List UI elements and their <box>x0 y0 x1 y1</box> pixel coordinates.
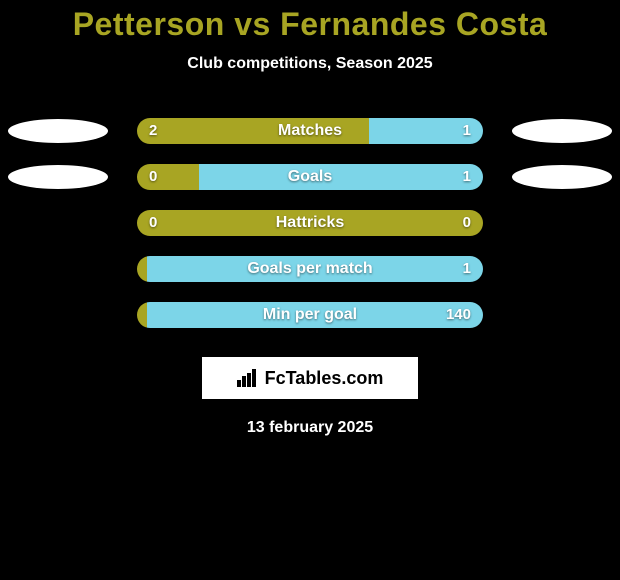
stat-bar-left-seg <box>137 302 147 328</box>
stat-left-value: 0 <box>149 164 157 190</box>
stat-right-value: 1 <box>463 164 471 190</box>
stat-rows: 21Matches01Goals00Hattricks1Goals per ma… <box>0 113 620 343</box>
deco-ellipse-left <box>8 119 108 143</box>
stat-right-value: 1 <box>463 118 471 144</box>
stat-bar: 21Matches <box>137 118 483 144</box>
stat-bar-left-seg <box>137 210 483 236</box>
stat-bar-right-seg <box>147 256 483 282</box>
stat-bar: 00Hattricks <box>137 210 483 236</box>
subtitle: Club competitions, Season 2025 <box>0 55 620 73</box>
date-text: 13 february 2025 <box>0 419 620 437</box>
brand-chart-icon <box>237 369 259 387</box>
stat-bar-right-seg <box>147 302 483 328</box>
stat-right-value: 140 <box>446 302 471 328</box>
stat-row: 01Goals <box>0 159 620 205</box>
player-left-name: Petterson <box>73 6 225 42</box>
deco-ellipse-right <box>512 119 612 143</box>
stat-row: 00Hattricks <box>0 205 620 251</box>
stat-right-value: 0 <box>463 210 471 236</box>
comparison-widget: Petterson vs Fernandes Costa Club compet… <box>0 0 620 437</box>
stat-row: 1Goals per match <box>0 251 620 297</box>
player-right-name: Fernandes Costa <box>280 6 547 42</box>
brand-inner: FcTables.com <box>237 368 384 389</box>
title-vs: vs <box>234 6 280 42</box>
stat-right-value: 1 <box>463 256 471 282</box>
brand-text: FcTables.com <box>265 368 384 389</box>
deco-ellipse-right <box>512 165 612 189</box>
stat-row: 140Min per goal <box>0 297 620 343</box>
deco-ellipse-left <box>8 165 108 189</box>
stat-row: 21Matches <box>0 113 620 159</box>
stat-left-value: 0 <box>149 210 157 236</box>
stat-bar-right-seg <box>199 164 483 190</box>
stat-bar-left-seg <box>137 118 369 144</box>
stat-bar-left-seg <box>137 164 199 190</box>
stat-bar: 01Goals <box>137 164 483 190</box>
page-title: Petterson vs Fernandes Costa <box>0 6 620 43</box>
stat-left-value: 2 <box>149 118 157 144</box>
brand-box[interactable]: FcTables.com <box>202 357 418 399</box>
stat-bar-left-seg <box>137 256 147 282</box>
stat-bar: 1Goals per match <box>137 256 483 282</box>
stat-bar: 140Min per goal <box>137 302 483 328</box>
